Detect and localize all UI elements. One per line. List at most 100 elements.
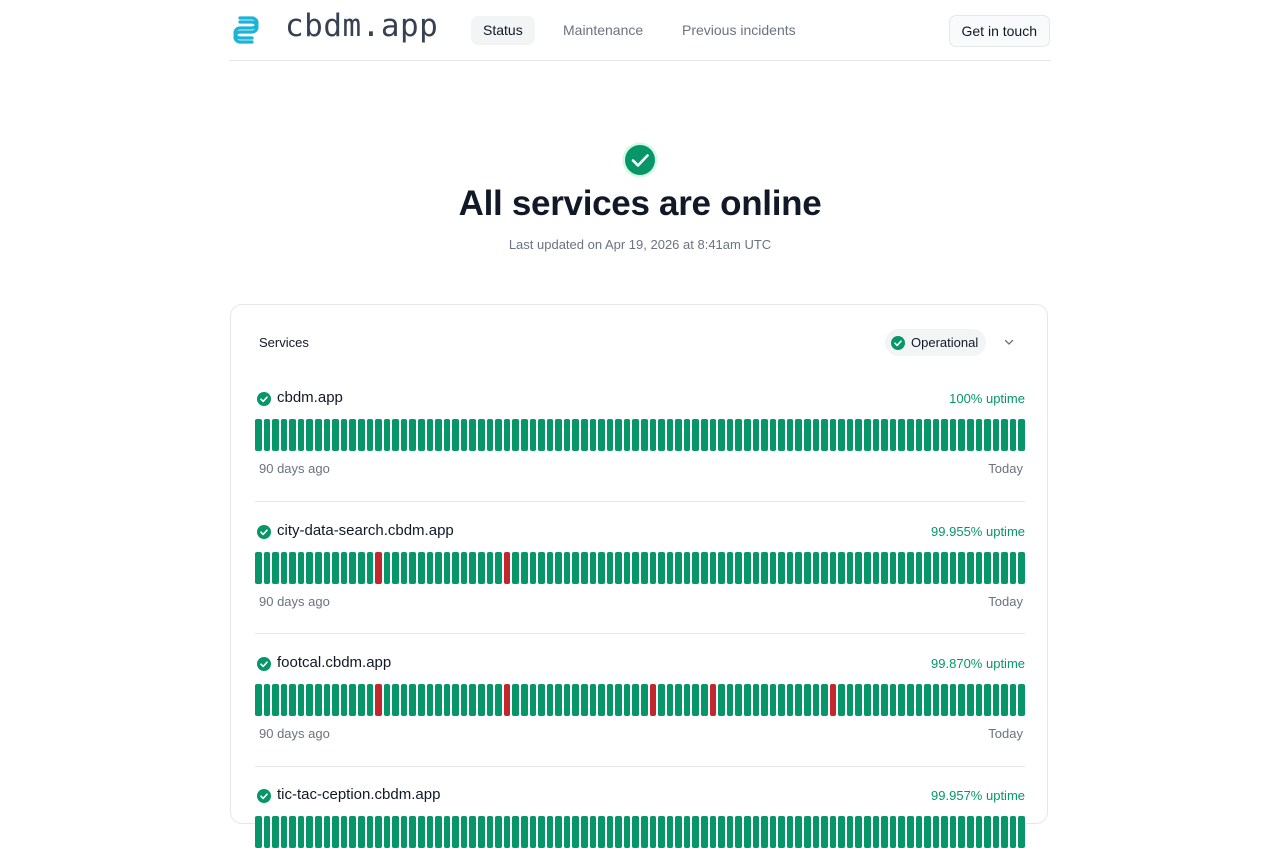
brand-name[interactable]: cbdm.app: [285, 8, 439, 44]
uptime-bar-outage[interactable]: [709, 684, 717, 716]
uptime-bar[interactable]: [460, 552, 468, 584]
uptime-bar[interactable]: [606, 684, 614, 716]
uptime-bar[interactable]: [495, 684, 502, 716]
uptime-bar[interactable]: [1018, 684, 1026, 716]
uptime-bar[interactable]: [375, 419, 382, 451]
uptime-bar[interactable]: [675, 552, 682, 584]
uptime-bar[interactable]: [555, 552, 562, 584]
uptime-bar[interactable]: [409, 684, 416, 716]
uptime-bar[interactable]: [332, 816, 339, 848]
uptime-bar[interactable]: [898, 816, 905, 848]
uptime-bar[interactable]: [821, 684, 828, 716]
uptime-bar[interactable]: [280, 816, 288, 848]
uptime-bar[interactable]: [915, 419, 923, 451]
uptime-bar[interactable]: [375, 816, 382, 848]
uptime-bar[interactable]: [906, 552, 914, 584]
uptime-bar-outage[interactable]: [503, 552, 511, 584]
uptime-bar[interactable]: [701, 552, 708, 584]
uptime-bar[interactable]: [529, 816, 537, 848]
uptime-bar[interactable]: [864, 552, 871, 584]
uptime-bar[interactable]: [941, 816, 948, 848]
uptime-bar[interactable]: [1001, 684, 1008, 716]
uptime-bar[interactable]: [263, 816, 271, 848]
uptime-bar[interactable]: [975, 816, 983, 848]
uptime-bar[interactable]: [417, 419, 425, 451]
uptime-bar[interactable]: [340, 684, 348, 716]
uptime-bar[interactable]: [478, 816, 485, 848]
uptime-bar[interactable]: [289, 419, 296, 451]
uptime-bar[interactable]: [503, 419, 511, 451]
uptime-bar[interactable]: [315, 684, 322, 716]
uptime-bar[interactable]: [349, 684, 356, 716]
uptime-bar[interactable]: [426, 419, 434, 451]
uptime-bar[interactable]: [306, 816, 314, 848]
uptime-bar[interactable]: [366, 816, 374, 848]
uptime-bar[interactable]: [966, 684, 974, 716]
uptime-bar[interactable]: [709, 816, 717, 848]
uptime-bar[interactable]: [255, 816, 262, 848]
uptime-bar[interactable]: [709, 552, 717, 584]
uptime-bar[interactable]: [520, 816, 528, 848]
uptime-bar[interactable]: [572, 552, 579, 584]
uptime-bar[interactable]: [443, 419, 451, 451]
uptime-bar[interactable]: [589, 816, 597, 848]
uptime-bar[interactable]: [563, 552, 571, 584]
uptime-bar[interactable]: [692, 419, 700, 451]
uptime-bar[interactable]: [992, 816, 1000, 848]
uptime-bar[interactable]: [255, 684, 262, 716]
uptime-bar[interactable]: [889, 684, 897, 716]
uptime-bar[interactable]: [606, 419, 614, 451]
uptime-bar[interactable]: [984, 684, 991, 716]
uptime-bar[interactable]: [804, 816, 811, 848]
uptime-bar[interactable]: [752, 684, 760, 716]
uptime-bar[interactable]: [846, 552, 854, 584]
uptime-bar[interactable]: [658, 684, 665, 716]
uptime-bar[interactable]: [812, 419, 820, 451]
uptime-bar[interactable]: [323, 419, 331, 451]
uptime-bar[interactable]: [580, 419, 588, 451]
uptime-bar[interactable]: [735, 816, 742, 848]
nav-previous-incidents[interactable]: Previous incidents: [682, 22, 796, 38]
uptime-bar[interactable]: [683, 684, 691, 716]
uptime-bar[interactable]: [726, 419, 734, 451]
uptime-bar[interactable]: [563, 684, 571, 716]
uptime-bar[interactable]: [297, 816, 305, 848]
uptime-bar[interactable]: [992, 684, 1000, 716]
uptime-bar[interactable]: [761, 552, 768, 584]
uptime-bar[interactable]: [949, 552, 957, 584]
uptime-bar[interactable]: [452, 419, 459, 451]
uptime-bar[interactable]: [306, 684, 314, 716]
uptime-bar[interactable]: [666, 816, 674, 848]
uptime-bar[interactable]: [804, 419, 811, 451]
uptime-bar[interactable]: [743, 419, 751, 451]
uptime-bar[interactable]: [460, 419, 468, 451]
uptime-bar[interactable]: [357, 419, 365, 451]
uptime-bar[interactable]: [580, 552, 588, 584]
uptime-bar[interactable]: [829, 419, 837, 451]
status-filter-pill[interactable]: Operational: [885, 329, 987, 356]
nav-status[interactable]: Status: [471, 16, 535, 45]
uptime-bar[interactable]: [958, 684, 965, 716]
uptime-bar[interactable]: [966, 419, 974, 451]
uptime-bar[interactable]: [392, 552, 399, 584]
uptime-bar[interactable]: [743, 552, 751, 584]
uptime-bar[interactable]: [915, 816, 923, 848]
uptime-bar[interactable]: [538, 552, 545, 584]
uptime-bar[interactable]: [992, 419, 1000, 451]
uptime-bar[interactable]: [572, 816, 579, 848]
chevron-down-icon[interactable]: [1001, 334, 1017, 350]
uptime-bar[interactable]: [598, 684, 605, 716]
uptime-bar[interactable]: [821, 816, 828, 848]
uptime-bar[interactable]: [323, 552, 331, 584]
uptime-bar[interactable]: [666, 684, 674, 716]
uptime-bar[interactable]: [297, 419, 305, 451]
uptime-bar[interactable]: [683, 816, 691, 848]
uptime-bar[interactable]: [400, 552, 408, 584]
uptime-bar[interactable]: [340, 816, 348, 848]
uptime-bar[interactable]: [563, 816, 571, 848]
uptime-bar[interactable]: [769, 419, 777, 451]
uptime-bar[interactable]: [701, 816, 708, 848]
uptime-bar[interactable]: [932, 552, 940, 584]
uptime-bar[interactable]: [941, 419, 948, 451]
uptime-bar[interactable]: [1018, 419, 1026, 451]
